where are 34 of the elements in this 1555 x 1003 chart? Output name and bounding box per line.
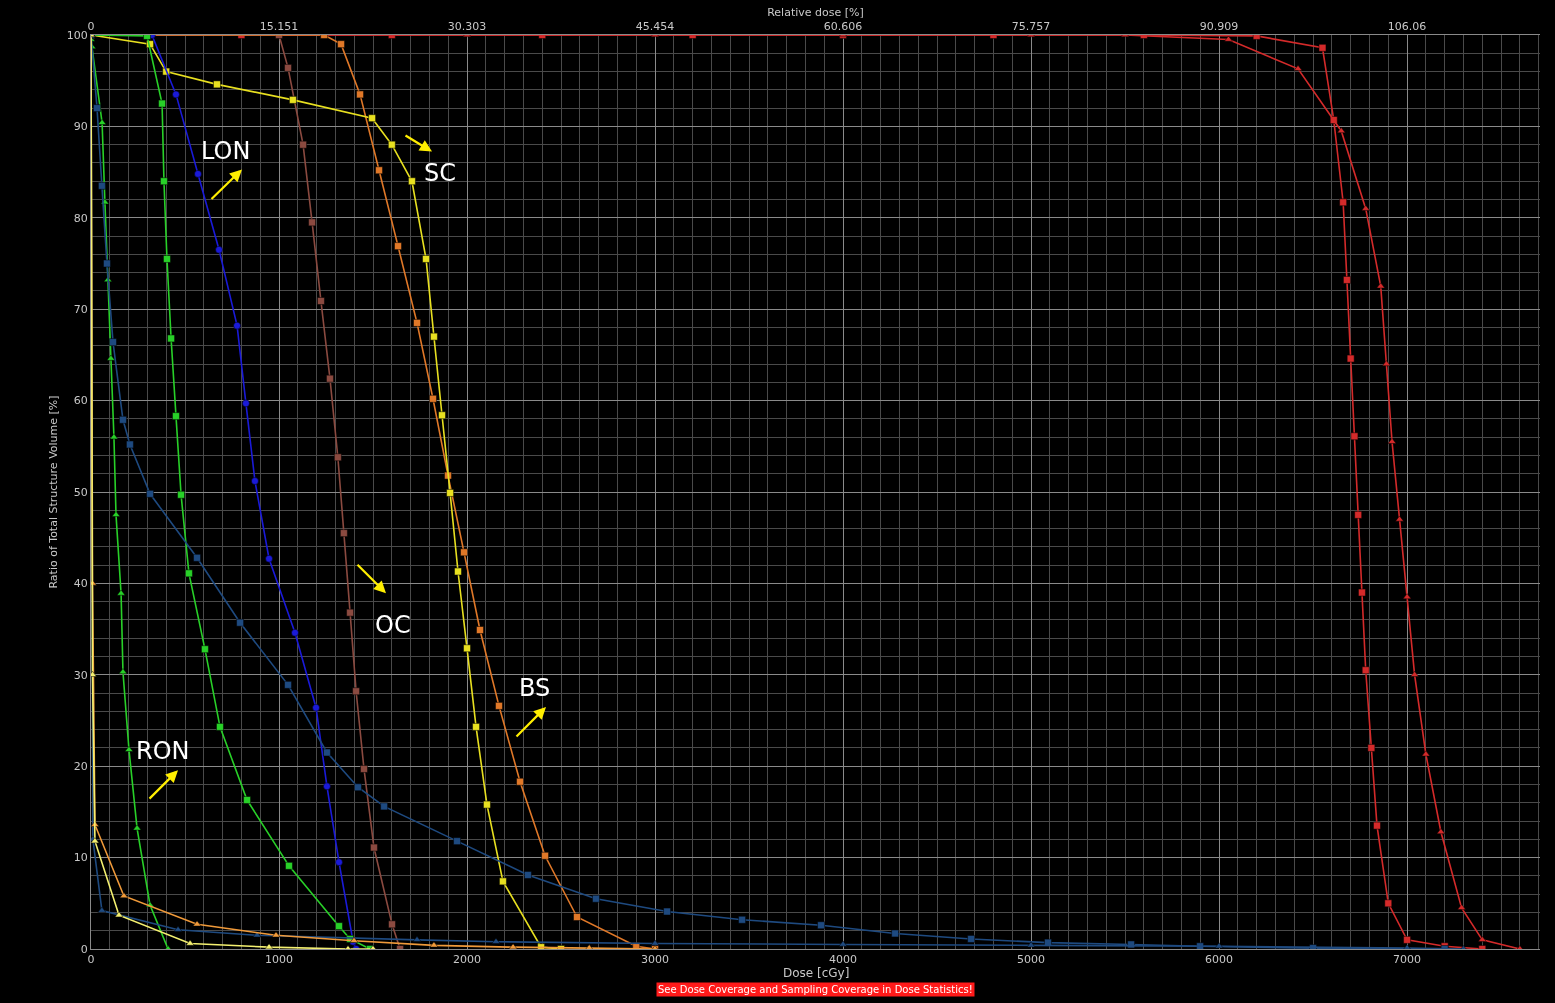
x2-tick-label: 60.606 — [823, 19, 863, 33]
x-tick-label: 6000 — [1205, 953, 1234, 967]
x-tick-label: 7000 — [1393, 953, 1422, 967]
y-tick-label: 90 — [73, 120, 88, 134]
x2-tick-label: 45.454 — [635, 19, 675, 33]
x-tick-label: 2000 — [453, 953, 482, 967]
annotation: LON — [201, 137, 251, 165]
y-tick-label: 10 — [73, 851, 88, 865]
y-tick-label: 20 — [73, 760, 88, 774]
y-tick-label: 0 — [80, 942, 88, 956]
x2-tick-label: 30.303 — [447, 19, 487, 33]
annotation: RON — [136, 737, 190, 765]
y-tick-label: 80 — [73, 211, 88, 225]
x-tick-label: 3000 — [641, 953, 670, 967]
x2-tick-label: 106.06 — [1387, 19, 1427, 33]
annotation: BS — [519, 674, 551, 702]
x2-tick-label: 90.909 — [1199, 19, 1239, 33]
x2-tick-label: 15.151 — [259, 19, 299, 33]
x-tick-label: 1000 — [265, 953, 294, 967]
x-axis-title: Dose [cGy] — [783, 966, 850, 980]
text: See Dose Coverage and Sampling Coverage in Dose Statistics! — [658, 984, 973, 995]
x2-axis-title: Relative dose [%] — [767, 6, 864, 20]
y-tick-label: 60 — [73, 394, 88, 408]
y-tick-label: 40 — [73, 577, 88, 591]
y-tick-label: 70 — [73, 303, 88, 317]
annotation: SC — [424, 159, 456, 187]
x-tick-label: 5000 — [1017, 953, 1046, 967]
y-tick-label: 100 — [66, 28, 88, 42]
y-tick-label: 50 — [73, 485, 88, 499]
x2-tick-label: 75.757 — [1011, 19, 1051, 33]
y-axis-title: Ratio of Total Structure Volume [%] — [47, 395, 61, 589]
annotation: OC — [375, 611, 411, 639]
x-tick-label: 4000 — [829, 953, 858, 967]
y-tick-label: 30 — [73, 668, 88, 682]
